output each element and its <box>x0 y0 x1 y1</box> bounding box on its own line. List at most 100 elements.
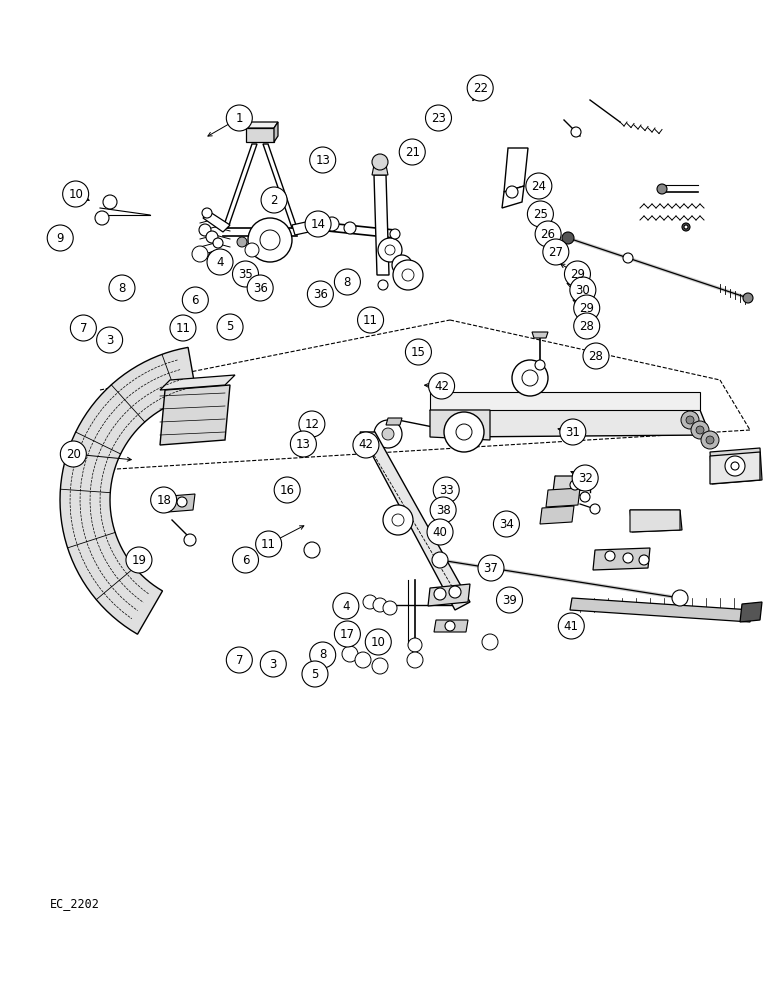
Polygon shape <box>630 510 680 532</box>
Circle shape <box>63 181 89 207</box>
Text: 11: 11 <box>363 314 378 326</box>
Text: 33: 33 <box>438 484 454 496</box>
Circle shape <box>399 139 425 165</box>
Circle shape <box>206 231 218 243</box>
Circle shape <box>543 239 569 265</box>
Circle shape <box>260 651 286 677</box>
Circle shape <box>232 261 259 287</box>
Circle shape <box>428 373 455 399</box>
Circle shape <box>199 224 211 236</box>
Polygon shape <box>386 418 402 425</box>
Circle shape <box>535 221 561 247</box>
Text: 5: 5 <box>311 668 319 680</box>
Circle shape <box>696 426 704 434</box>
Circle shape <box>701 431 719 449</box>
Circle shape <box>496 587 523 613</box>
Circle shape <box>170 315 196 341</box>
Text: 29: 29 <box>579 302 594 314</box>
Circle shape <box>202 208 212 218</box>
Circle shape <box>571 127 581 137</box>
Circle shape <box>373 598 387 612</box>
Circle shape <box>325 217 339 231</box>
Circle shape <box>430 497 456 523</box>
Polygon shape <box>430 410 490 440</box>
Circle shape <box>623 553 633 563</box>
Circle shape <box>574 313 600 339</box>
Circle shape <box>433 477 459 503</box>
Text: 38: 38 <box>435 504 451 516</box>
Circle shape <box>706 436 714 444</box>
Polygon shape <box>160 385 230 445</box>
Circle shape <box>310 642 336 668</box>
Circle shape <box>207 249 233 275</box>
Circle shape <box>60 441 86 467</box>
Text: 36: 36 <box>252 282 268 294</box>
Circle shape <box>334 269 361 295</box>
Circle shape <box>383 505 413 535</box>
Circle shape <box>95 211 109 225</box>
Circle shape <box>558 613 584 639</box>
Text: 16: 16 <box>279 484 295 496</box>
Text: 25: 25 <box>533 208 548 221</box>
Circle shape <box>344 222 356 234</box>
Circle shape <box>260 230 280 250</box>
Circle shape <box>681 411 699 429</box>
Text: 9: 9 <box>56 232 64 244</box>
Text: 3: 3 <box>269 658 277 670</box>
Text: 6: 6 <box>242 554 249 566</box>
Circle shape <box>682 223 690 231</box>
Circle shape <box>372 658 388 674</box>
Circle shape <box>355 652 371 668</box>
Polygon shape <box>274 122 278 142</box>
Polygon shape <box>292 220 318 235</box>
Circle shape <box>590 504 600 514</box>
Polygon shape <box>540 506 574 524</box>
Circle shape <box>357 307 384 333</box>
Circle shape <box>232 547 259 573</box>
Circle shape <box>363 595 377 609</box>
Circle shape <box>261 187 287 213</box>
Circle shape <box>445 621 455 631</box>
Polygon shape <box>168 494 195 512</box>
Polygon shape <box>740 602 762 622</box>
Circle shape <box>247 275 273 301</box>
Circle shape <box>47 225 73 251</box>
Polygon shape <box>546 488 580 507</box>
Circle shape <box>307 281 334 307</box>
Polygon shape <box>60 347 197 634</box>
Circle shape <box>392 255 412 275</box>
Text: 36: 36 <box>313 288 328 300</box>
Text: 14: 14 <box>310 218 326 231</box>
Circle shape <box>182 287 208 313</box>
Polygon shape <box>263 144 297 228</box>
Text: 13: 13 <box>315 153 330 166</box>
Text: 12: 12 <box>304 418 320 430</box>
Circle shape <box>365 629 391 655</box>
Polygon shape <box>504 148 528 192</box>
Circle shape <box>333 593 359 619</box>
Text: 15: 15 <box>411 346 426 359</box>
Text: 24: 24 <box>531 180 547 192</box>
Circle shape <box>493 511 520 537</box>
Circle shape <box>299 411 325 437</box>
Text: 41: 41 <box>564 619 579 633</box>
Circle shape <box>393 260 423 290</box>
Polygon shape <box>630 510 682 532</box>
Circle shape <box>657 184 667 194</box>
Circle shape <box>535 360 545 370</box>
Circle shape <box>449 586 461 598</box>
Circle shape <box>527 201 554 227</box>
Circle shape <box>109 275 135 301</box>
Circle shape <box>226 647 252 673</box>
Text: 42: 42 <box>358 438 374 452</box>
Polygon shape <box>502 186 524 208</box>
Circle shape <box>310 147 336 173</box>
Circle shape <box>408 638 422 652</box>
Text: 7: 7 <box>80 322 87 334</box>
Circle shape <box>482 634 498 650</box>
Circle shape <box>342 646 358 662</box>
Circle shape <box>583 343 609 369</box>
Circle shape <box>374 420 402 448</box>
Circle shape <box>512 360 548 396</box>
Circle shape <box>623 253 633 263</box>
